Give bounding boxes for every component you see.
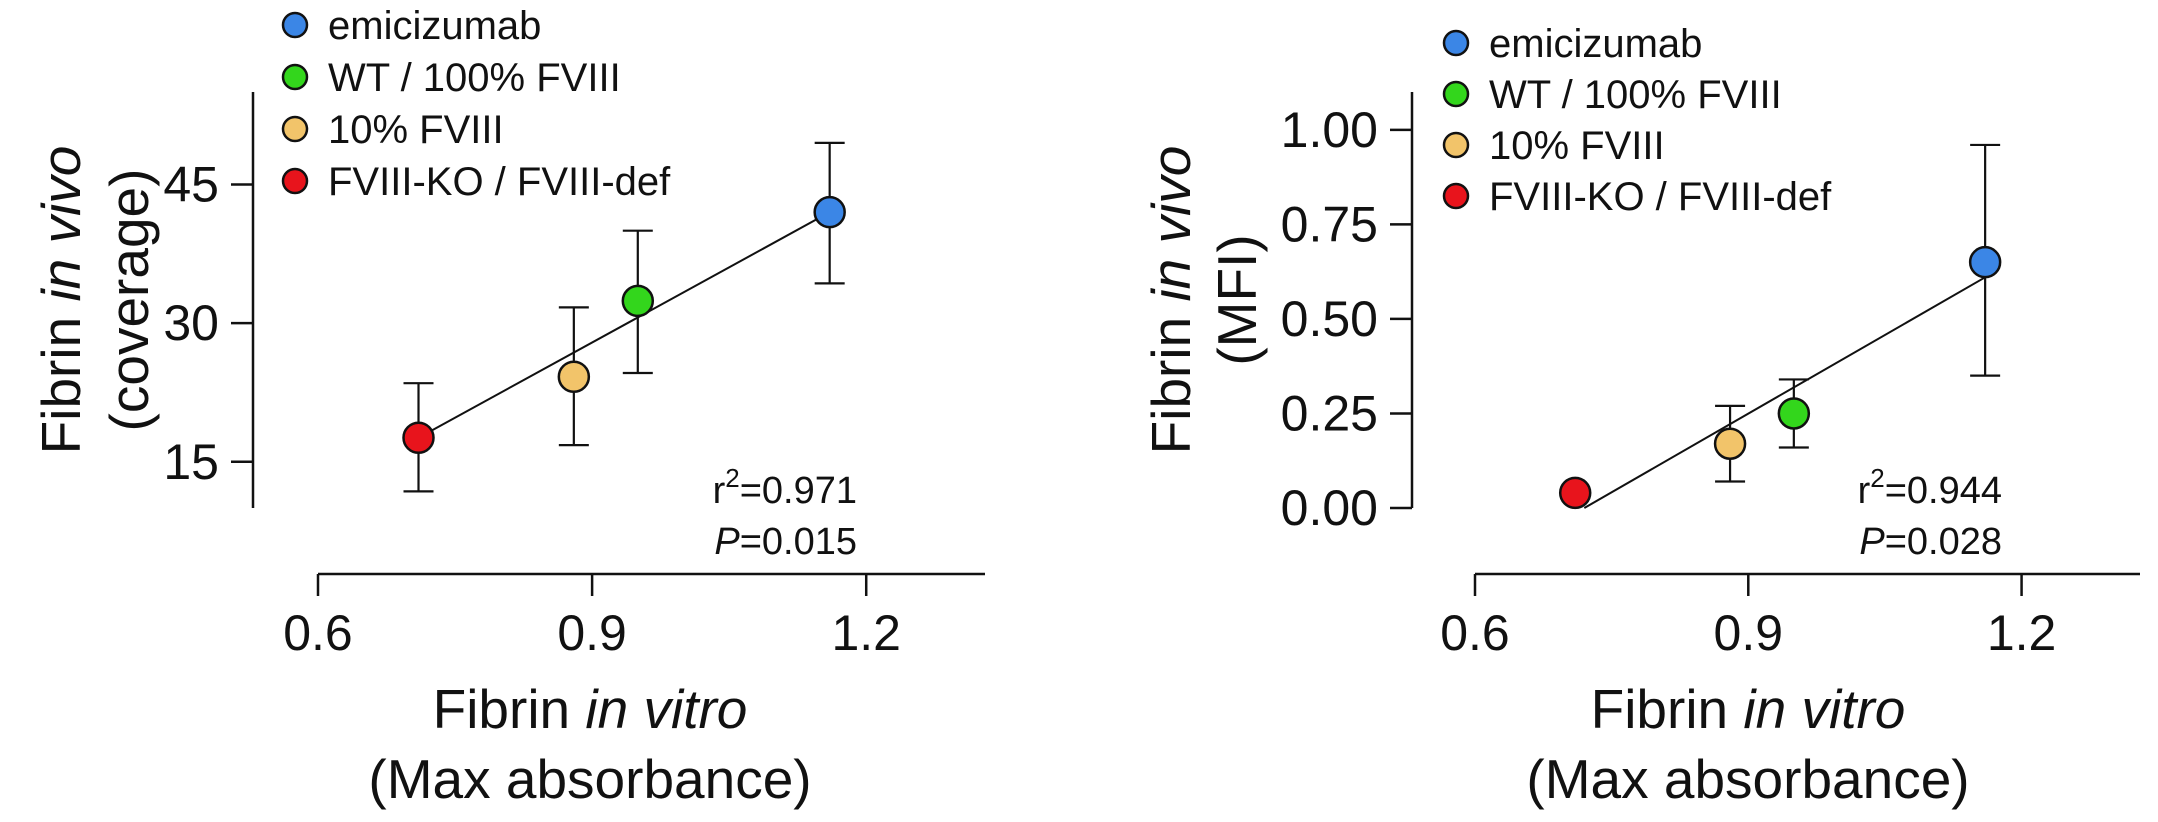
- p-value: =0.028: [1885, 521, 2002, 563]
- y-tick-label: 1.00: [1281, 102, 1378, 158]
- r-squared-exponent: 2: [725, 463, 739, 493]
- legend-label: WT / 100% FVIII: [328, 56, 621, 100]
- x-axis-label: Fibrin in vitro: [433, 678, 748, 740]
- r-squared-prefix: r: [1858, 470, 1871, 512]
- chart-panel-1: 15 30 45 0.6 0.9 1.2 Fibrin in vitro (Max absor…: [30, 4, 985, 810]
- legend-label: emicizumab: [328, 4, 541, 48]
- x-tick-label: 1.2: [1987, 605, 2057, 661]
- y-tick-label: 30: [163, 295, 219, 351]
- x-tick-label: 0.9: [1714, 605, 1784, 661]
- legend: emicizumab WT / 100% FVIII 10% FVIII FVIII-…: [1442, 22, 1832, 219]
- data-point: [1968, 245, 2002, 279]
- x-axis-label-italic: in vitro: [1743, 678, 1905, 740]
- y-tick-label: 15: [163, 434, 219, 490]
- p-value: =0.015: [740, 521, 857, 563]
- y-tick-label: 0.00: [1281, 480, 1378, 536]
- legend-marker: [1442, 182, 1470, 210]
- p-label: P: [1859, 521, 1885, 563]
- legend-marker: [281, 167, 309, 195]
- y-axis-label-line2: (MFI): [1206, 234, 1268, 365]
- legend-marker: [1442, 29, 1470, 57]
- y-tick-label: 0.75: [1281, 196, 1378, 252]
- legend-label: FVIII-KO / FVIII-def: [328, 160, 671, 204]
- y-axis-label-main: Fibrin: [30, 302, 92, 455]
- y-axis-label: Fibrin in vivo: [1140, 146, 1202, 455]
- x-axis-label-line2: (Max absorbance): [1526, 748, 1969, 810]
- legend-label: emicizumab: [1489, 22, 1702, 66]
- x-axis-label-main: Fibrin: [433, 678, 586, 740]
- x-axis-label-main: Fibrin: [1591, 678, 1744, 740]
- legend: emicizumab WT / 100% FVIII 10% FVIII FVIII-…: [281, 4, 671, 204]
- chart-panel-2: 0.00 0.25 0.50 0.75 1.00 0.6 0.9 1.2 Fibrin in v…: [1140, 22, 2140, 810]
- legend-marker: [281, 115, 309, 143]
- legend-marker: [1442, 80, 1470, 108]
- x-tick-label: 0.9: [557, 605, 627, 661]
- legend-label: WT / 100% FVIII: [1489, 73, 1782, 117]
- y-tick-label: 45: [163, 156, 219, 212]
- p-label: P: [714, 521, 740, 563]
- data-point: [1558, 476, 1592, 510]
- y-axis-label-main: Fibrin: [1140, 302, 1202, 455]
- p-value-label: P=0.015: [714, 521, 857, 563]
- data-point: [557, 360, 591, 393]
- r-squared-prefix: r: [713, 470, 726, 512]
- legend-marker: [1442, 131, 1470, 159]
- y-tick-label: 0.25: [1281, 385, 1378, 441]
- data-point: [1713, 427, 1747, 460]
- r-squared-exponent: 2: [1870, 463, 1884, 493]
- data-point: [402, 421, 435, 454]
- x-tick-label: 0.6: [283, 605, 353, 661]
- r-squared-label: r2=0.944: [1858, 463, 2002, 512]
- x-axis-label-italic: in vitro: [585, 678, 747, 740]
- data-point: [621, 284, 655, 318]
- data-point: [1777, 397, 1811, 430]
- y-axis-label-italic: in vivo: [30, 146, 92, 302]
- regression-line: [418, 211, 831, 439]
- y-axis-label-italic: in vivo: [1140, 146, 1202, 302]
- y-axis-label-line2: (coverage): [98, 169, 160, 432]
- x-tick-label: 1.2: [831, 605, 901, 661]
- legend-marker: [281, 63, 309, 91]
- x-axis-label-line2: (Max absorbance): [368, 748, 811, 810]
- legend-label: FVIII-KO / FVIII-def: [1489, 175, 1832, 219]
- x-axis-label: Fibrin in vitro: [1591, 678, 1906, 740]
- legend-label: 10% FVIII: [1489, 124, 1665, 168]
- r-squared-label: r2=0.971: [713, 463, 857, 512]
- y-tick-label: 0.50: [1281, 291, 1378, 347]
- y-axis-label: Fibrin in vivo: [30, 146, 92, 455]
- p-value-label: P=0.028: [1859, 521, 2002, 563]
- legend-marker: [281, 11, 309, 39]
- data-point: [813, 195, 846, 229]
- regression-line: [1583, 276, 1986, 509]
- r-squared-value: =0.971: [740, 470, 857, 512]
- r-squared-value: =0.944: [1885, 470, 2002, 512]
- legend-label: 10% FVIII: [328, 108, 504, 152]
- x-tick-label: 0.6: [1440, 605, 1510, 661]
